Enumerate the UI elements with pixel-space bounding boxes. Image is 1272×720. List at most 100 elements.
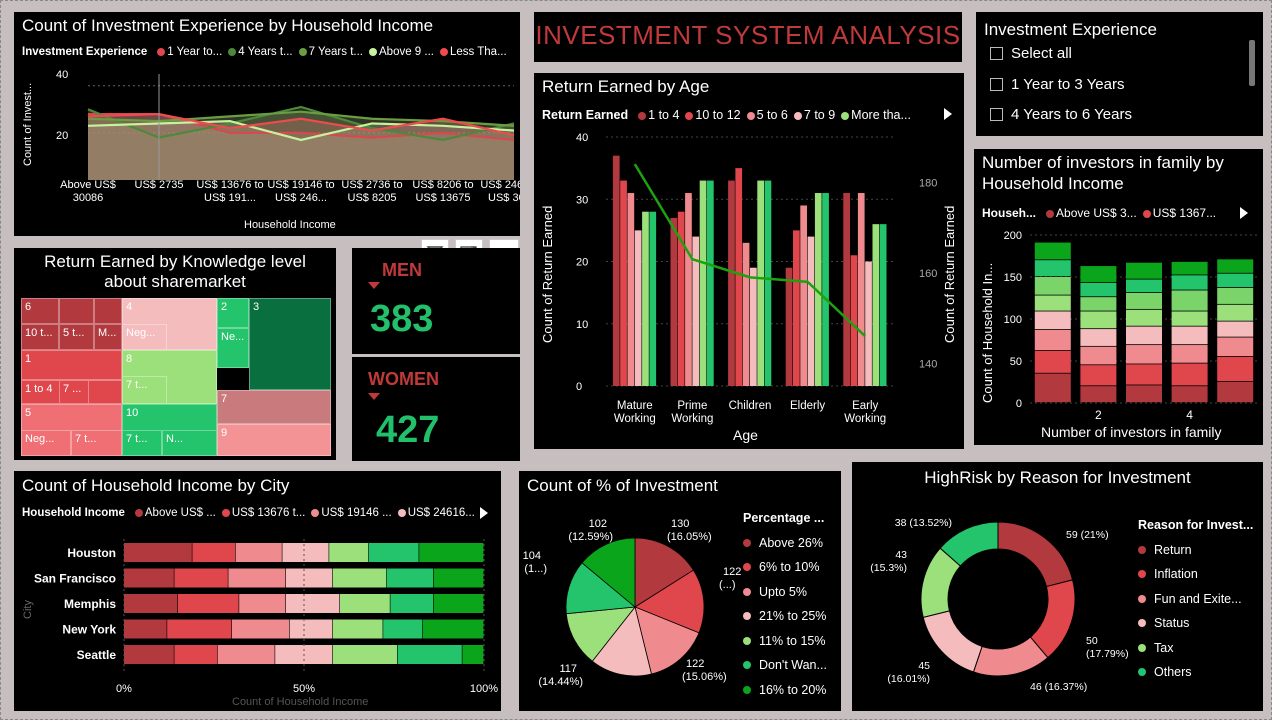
- legend-item[interactable]: 7 Years t...: [298, 46, 363, 58]
- legend-item[interactable]: Above 9 ...: [369, 46, 434, 58]
- legend-item[interactable]: US$ 19146 ...: [311, 507, 392, 519]
- legend-item[interactable]: Return: [1138, 538, 1253, 563]
- legend-next-icon[interactable]: [1240, 207, 1248, 219]
- bar-segment: [178, 594, 239, 613]
- legend-next-icon[interactable]: [480, 507, 488, 519]
- slicer-item-select-all[interactable]: Select all: [990, 45, 1072, 62]
- bar-segment: [1217, 273, 1254, 288]
- legend-title: Percentage ...: [743, 511, 825, 526]
- treemap-tile[interactable]: [94, 298, 122, 324]
- legend-item[interactable]: Tax: [1138, 636, 1253, 661]
- risk-donut-plot[interactable]: 59 (21%) 50(17.79%) 46 (16.37%) 45(16.01%) 4…: [852, 462, 1263, 711]
- legend-item[interactable]: Above US$ 3...: [1046, 206, 1137, 220]
- legend-item[interactable]: 1 to 4: [638, 108, 679, 122]
- data-label: (17.79%): [1086, 648, 1129, 660]
- legend-item[interactable]: US$ 24616...: [397, 507, 475, 519]
- legend-item[interactable]: Others: [1138, 660, 1253, 685]
- bar-segment: [1171, 386, 1208, 403]
- treemap-tile[interactable]: 6: [21, 298, 59, 324]
- bar-segment: [383, 619, 423, 639]
- bar-segment: [217, 645, 275, 664]
- legend-item[interactable]: US$ 13676 t...: [221, 507, 305, 519]
- legend-item[interactable]: Above US$ ...: [134, 507, 216, 519]
- y-tick: 20: [576, 257, 588, 269]
- legend-next-icon[interactable]: [944, 108, 952, 120]
- legend-item[interactable]: Above 26%: [743, 531, 827, 556]
- bar: [677, 211, 685, 386]
- chart-legend: Househ... Above US$ 3... US$ 1367...: [982, 206, 1216, 220]
- city-chart-plot[interactable]: Houston San Francisco Memphis New York Seatt…: [14, 471, 501, 711]
- kpi-women-label: WOMEN: [368, 369, 439, 389]
- legend-item[interactable]: Fun and Exite...: [1138, 587, 1253, 612]
- treemap-tile[interactable]: M...: [94, 324, 122, 350]
- y-tick: 0: [1016, 398, 1022, 410]
- family-stack-card[interactable]: Number of investors in family by Househo…: [974, 149, 1263, 445]
- risk-donut-card[interactable]: HighRisk by Reason for Investment 59 (21…: [852, 462, 1263, 711]
- x-tick: Mature: [617, 400, 653, 412]
- line-chart-plot[interactable]: [14, 12, 520, 236]
- data-label: 38 (13.52%): [895, 517, 952, 529]
- city-bar-card[interactable]: Count of Household Income by City Househ…: [14, 471, 501, 711]
- age-chart-plot[interactable]: 403020100180160140MatureWorkingPrimeWork…: [534, 73, 964, 449]
- legend-item[interactable]: 7 to 9: [793, 108, 835, 122]
- treemap-tile[interactable]: 9: [217, 424, 331, 456]
- legend-item[interactable]: 11% to 15%: [743, 629, 827, 654]
- treemap-tile[interactable]: 5 t...: [59, 324, 94, 350]
- x-tick: Elderly: [790, 400, 825, 412]
- treemap-tile[interactable]: 10 t...: [21, 324, 59, 350]
- treemap-tile[interactable]: N...: [162, 430, 217, 456]
- legend-item[interactable]: 1 Year to...: [157, 46, 222, 58]
- knowledge-treemap-card[interactable]: Return Earned by Knowledge level about s…: [14, 248, 336, 460]
- legend-item[interactable]: 10 to 12: [685, 108, 741, 122]
- legend-item[interactable]: Inflation: [1138, 562, 1253, 587]
- legend-item[interactable]: 4 Years t...: [228, 46, 293, 58]
- pct-pie-card[interactable]: Count of % of Investment 130 (16.05%) 122(…: [519, 471, 841, 711]
- treemap-tile[interactable]: 1: [21, 350, 122, 380]
- age-bar-card[interactable]: Return Earned by Age Return Earned 1 to …: [534, 73, 964, 449]
- legend-item[interactable]: 16% to 20%: [743, 678, 827, 703]
- treemap-tile[interactable]: 2: [217, 298, 249, 328]
- pct-pie-plot[interactable]: 130(16.05%)122(...)122(15.06%)117(14.44%…: [519, 471, 841, 711]
- legend-item[interactable]: 6% to 10%: [743, 555, 827, 580]
- slicer-scrollbar[interactable]: [1249, 40, 1255, 86]
- legend-item[interactable]: Less Tha...: [439, 46, 507, 58]
- legend-item[interactable]: 5 to 6: [746, 108, 788, 122]
- treemap-tile[interactable]: Neg...: [21, 430, 71, 456]
- legend-item[interactable]: US$ 1367...: [1142, 206, 1216, 220]
- family-chart-plot[interactable]: 200 150 100 50 0 2 4: [974, 149, 1263, 445]
- treemap-tile[interactable]: [59, 298, 94, 324]
- experience-line-card[interactable]: Count of Investment Experience by Househ…: [14, 12, 520, 236]
- legend-title: Househ...: [982, 206, 1037, 220]
- bar-segment: [419, 543, 484, 562]
- x-tick: Early: [852, 400, 878, 412]
- bar: [822, 193, 829, 386]
- treemap-tile[interactable]: 7 t...: [122, 430, 162, 456]
- legend-item[interactable]: Status: [1138, 611, 1253, 636]
- checkbox[interactable]: [990, 47, 1003, 60]
- bar-segment: [1034, 311, 1071, 330]
- checkbox[interactable]: [990, 108, 1003, 121]
- legend-item[interactable]: Don't Wan...: [743, 653, 827, 678]
- legend-item[interactable]: Upto 5%: [743, 580, 827, 605]
- bar-segment: [1080, 297, 1117, 311]
- data-label: 117: [559, 663, 577, 675]
- treemap-tile[interactable]: 7: [217, 390, 331, 424]
- slicer-item[interactable]: 4 Years to 6 Years: [990, 106, 1132, 123]
- slicer-item[interactable]: 1 Year to 3 Years: [990, 76, 1124, 93]
- treemap-tile[interactable]: 7 t...: [71, 430, 122, 456]
- treemap-tile[interactable]: 7 t...: [122, 376, 167, 404]
- experience-slicer[interactable]: Investment Experience Select all 1 Year …: [976, 12, 1263, 136]
- bar-segment: [1034, 350, 1071, 373]
- bar-segment: [332, 619, 383, 639]
- treemap-tile[interactable]: Neg...: [122, 324, 167, 350]
- data-label: (15.3%): [870, 562, 907, 574]
- x-tick: US$ 2736 to US$ 8205: [341, 179, 403, 204]
- treemap-tile[interactable]: Ne...: [217, 328, 249, 368]
- legend-item[interactable]: More tha...: [841, 108, 911, 122]
- treemap-tile[interactable]: 7 ...: [59, 380, 89, 404]
- legend-item[interactable]: 21% to 25%: [743, 604, 827, 629]
- checkbox[interactable]: [990, 78, 1003, 91]
- card-title: Return Earned by Age: [542, 77, 710, 96]
- treemap-tile[interactable]: 3: [249, 298, 331, 390]
